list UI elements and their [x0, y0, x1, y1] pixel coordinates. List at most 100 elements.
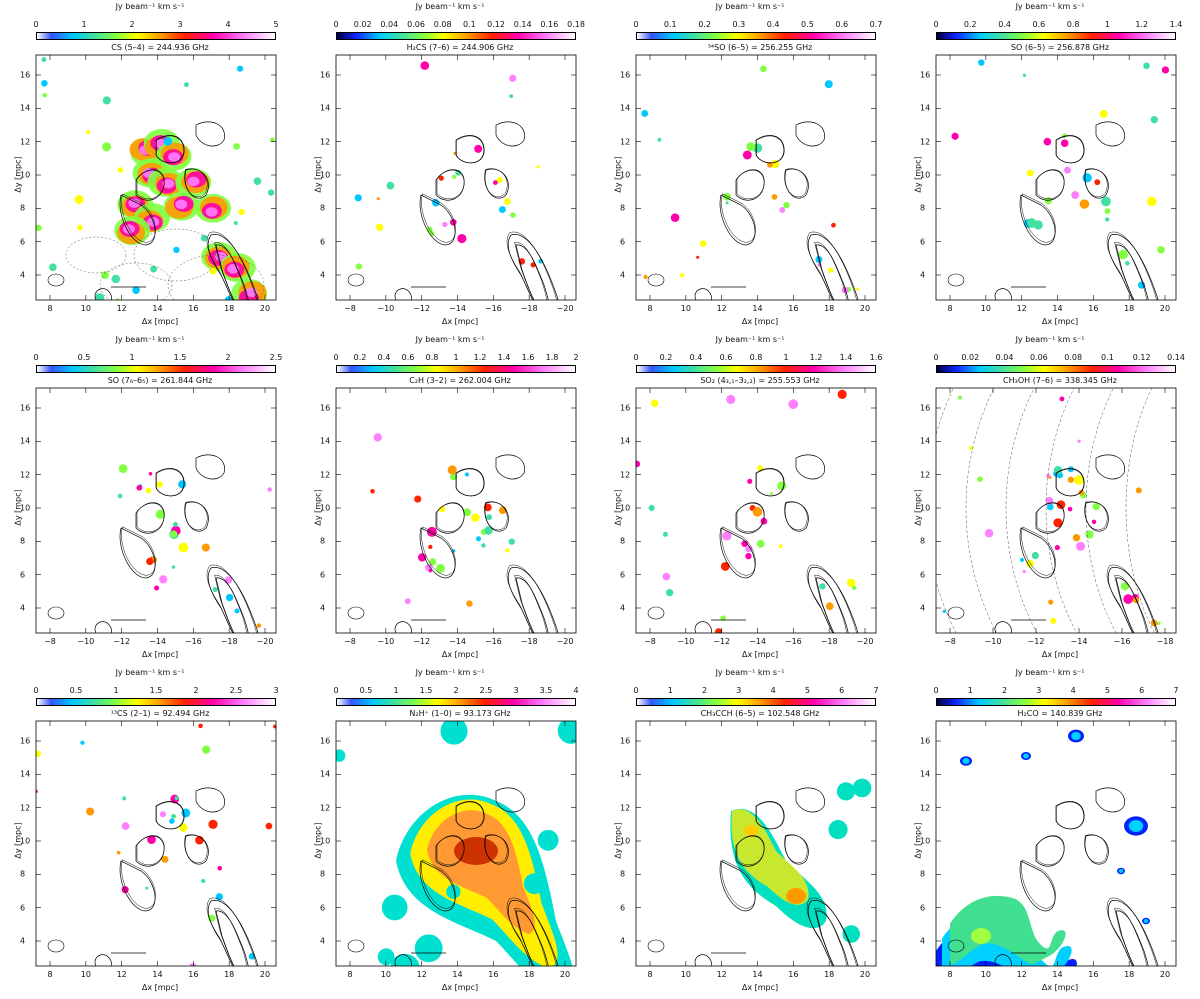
emission-blob — [837, 389, 847, 399]
contour-line — [1084, 834, 1109, 865]
emission-blob — [171, 565, 176, 569]
emission-blob — [720, 615, 726, 621]
y-tick-label: 6 — [620, 570, 626, 580]
emission-blob — [771, 194, 778, 200]
contour-line — [495, 121, 525, 147]
emission-blob — [760, 517, 768, 525]
contour-line — [1019, 860, 1056, 912]
y-tick-label: 4 — [320, 603, 326, 613]
y-axis-label: Δy [mpc] — [613, 822, 623, 859]
plot-frame — [935, 720, 1177, 967]
contour-line — [484, 501, 509, 532]
emission-blob — [1104, 208, 1111, 215]
colorbar-tick-label: 0.1 — [462, 20, 476, 29]
x-axis-label: Δx [mpc] — [141, 317, 179, 326]
x-axis-label: Δx [mpc] — [741, 317, 779, 326]
colorbar-tick-label: 0.2 — [659, 353, 673, 362]
panel-title: CH₃OH (7–6) = 338.345 GHz — [1003, 376, 1117, 385]
emission-blob — [171, 813, 176, 819]
emission-blob — [1082, 173, 1092, 183]
emission-blob — [855, 287, 859, 291]
x-tick-label: −8 — [944, 637, 956, 646]
contour-line — [1114, 575, 1147, 633]
emission-blob — [817, 263, 822, 267]
emission-blob — [86, 807, 95, 816]
x-tick-label: 14 — [752, 970, 763, 979]
emission-blob — [442, 221, 448, 228]
x-tick-label: 18 — [224, 970, 235, 979]
emission-blob — [429, 230, 435, 237]
emission-blob — [132, 286, 140, 294]
contour-line — [756, 135, 784, 164]
contour-line — [484, 168, 508, 198]
emission-blob — [779, 206, 786, 213]
emission-blob — [841, 286, 849, 294]
x-tick-label: −20 — [856, 637, 874, 646]
emission-blob — [429, 558, 437, 566]
colorbar-tick-label: 1.4 — [497, 353, 511, 362]
contour-line — [421, 859, 456, 909]
emission-blob — [138, 139, 159, 156]
emission-blob — [414, 934, 443, 963]
colorbar-tick-label: 0.06 — [407, 20, 425, 29]
contour-line — [99, 262, 173, 300]
emission-blob — [225, 593, 234, 602]
emission-blob — [121, 822, 130, 830]
y-tick-label: 12 — [920, 803, 931, 813]
emission-blob — [757, 465, 764, 472]
colorbar-tick-label: 0.4 — [998, 20, 1011, 29]
emission-blob — [696, 255, 700, 259]
colorbar-tick-label: 0.4 — [689, 353, 703, 362]
map-panel-2: Jy beam⁻¹ km s⁻¹ 0 0.02 0.04 0.06 0.08 0.1 0.12… — [300, 0, 600, 333]
colorbar-unit-label: Jy beam⁻¹ km s⁻¹ — [415, 2, 485, 11]
contour-line — [756, 468, 784, 497]
emission-blob — [1026, 559, 1034, 568]
emission-blob — [1062, 133, 1067, 139]
emission-blob — [1053, 518, 1063, 528]
colorbar-tick-label: 0.4 — [766, 20, 780, 29]
colorbar-unit-label: Jy beam⁻¹ km s⁻¹ — [115, 335, 185, 344]
emission-blob — [845, 286, 852, 293]
y-tick-label: 4 — [920, 603, 926, 613]
emission-blob — [238, 281, 267, 300]
x-axis-label: Δx [mpc] — [741, 983, 779, 992]
emission-blob — [1124, 816, 1148, 836]
x-tick-label: −16 — [484, 637, 502, 646]
colorbar-tick-label: 0.5 — [801, 20, 814, 29]
plot-frame — [35, 387, 277, 634]
emission-blob — [752, 506, 763, 517]
y-tick-label: 6 — [920, 903, 926, 913]
emission-blob — [432, 198, 440, 207]
x-tick-label: 10 — [680, 304, 691, 313]
emission-blob — [1026, 218, 1037, 228]
emission-blob — [1067, 506, 1073, 512]
map-panel-12: Jy beam⁻¹ km s⁻¹ 0 1 2 3 4 5 6 7 H₂CO = 140.839 G… — [900, 666, 1200, 999]
emission-blob — [217, 865, 223, 871]
colorbar-tick-label: 0 — [633, 686, 639, 695]
contour-line — [1036, 502, 1065, 533]
emission-blob — [428, 569, 432, 573]
emission-blob — [128, 198, 141, 208]
emission-blob — [122, 796, 127, 801]
emission-blob — [745, 552, 752, 560]
emission-blob — [471, 513, 480, 522]
colorbar-tick-label: 1 — [113, 686, 119, 695]
x-tick-label: −14 — [749, 637, 766, 646]
colorbar-tick-label: 1 — [783, 353, 789, 362]
colorbar — [636, 365, 876, 373]
emission-blob — [386, 181, 395, 190]
y-tick-label: 14 — [920, 103, 931, 113]
emission-blob — [447, 465, 457, 475]
x-tick-label: 16 — [788, 970, 799, 979]
emission-blob — [169, 529, 179, 540]
emission-blob — [1056, 471, 1064, 479]
x-tick-label: −16 — [1113, 637, 1131, 646]
emission-blob — [1050, 617, 1057, 624]
plot-frame — [635, 387, 877, 634]
y-tick-label: 12 — [620, 137, 631, 147]
emission-blob — [178, 823, 188, 832]
colorbar — [636, 32, 876, 40]
x-tick-label: −12 — [713, 637, 731, 646]
contour-line — [455, 135, 485, 164]
emission-blob — [224, 261, 245, 278]
